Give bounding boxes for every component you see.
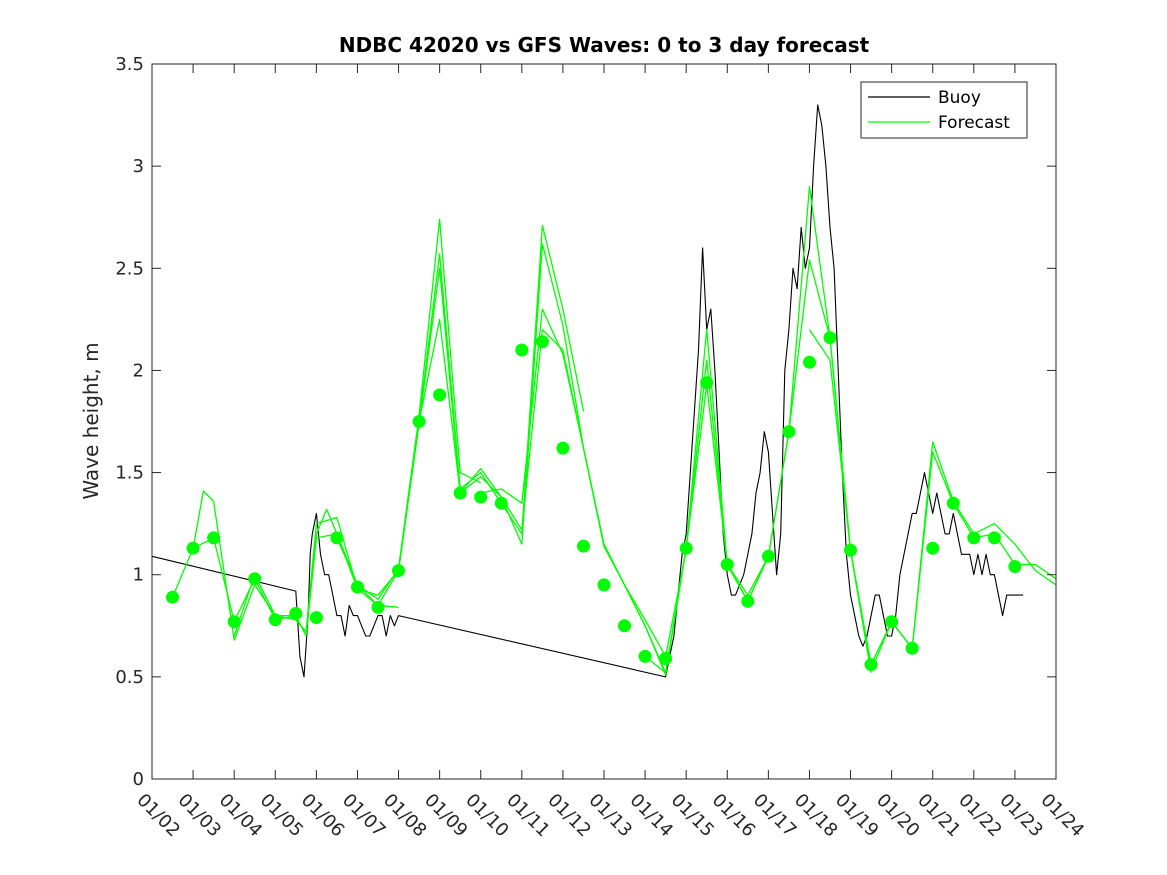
forecast-marker [494, 496, 508, 510]
marker-layer [166, 331, 1022, 672]
forecast-marker [186, 541, 200, 555]
forecast-marker [1008, 560, 1022, 573]
forecast-marker [926, 541, 940, 555]
forecast-marker [412, 415, 426, 428]
y-tick-label: 1.5 [115, 463, 144, 484]
forecast-marker [515, 343, 529, 357]
forecast-marker [885, 615, 899, 629]
forecast-marker [823, 331, 837, 345]
y-axis-label: Wave height, m [79, 342, 103, 499]
y-tick-label: 2 [133, 360, 144, 381]
y-tick-label: 3.5 [115, 54, 144, 75]
forecast-marker [618, 619, 631, 633]
y-tick-label: 0 [133, 769, 144, 790]
forecast-marker [638, 649, 652, 663]
y-tick-label: 3 [133, 156, 144, 177]
forecast-marker [782, 425, 796, 439]
y-tick-group: 0 0.5 1 1.5 2 2.5 3 3.5 [115, 54, 1056, 790]
forecast-marker [392, 564, 405, 578]
forecast-marker [207, 531, 221, 545]
forecast-marker [371, 600, 385, 614]
forecast-marker [433, 388, 447, 402]
forecast-marker [659, 652, 673, 665]
forecast-marker [556, 441, 570, 455]
forecast-marker [720, 558, 734, 571]
forecast-marker [844, 543, 857, 557]
plot-area [152, 64, 1056, 779]
legend: Buoy Forecast [860, 81, 1028, 139]
forecast-marker [351, 580, 364, 594]
forecast-marker [987, 531, 1001, 545]
forecast-marker [597, 578, 611, 592]
legend-forecast-label: Forecast [938, 113, 1010, 133]
buoy-series-line [151, 104, 1024, 678]
y-tick-label: 2.5 [115, 258, 144, 279]
forecast-marker [166, 590, 179, 604]
forecast-marker [967, 531, 981, 545]
forecast-marker [453, 486, 467, 500]
forecast-marker [227, 615, 241, 629]
y-tick-label: 0.5 [115, 667, 144, 688]
forecast-marker [330, 531, 344, 545]
forecast-marker [474, 490, 488, 504]
forecast-marker [761, 549, 775, 563]
legend-box [860, 81, 1028, 139]
chart-title: NDBC 42020 vs GFS Waves: 0 to 3 day fore… [339, 33, 870, 57]
forecast-marker [700, 376, 714, 390]
legend-buoy-label: Buoy [938, 88, 981, 108]
forecast-marker [309, 611, 323, 625]
forecast-marker [803, 355, 816, 369]
forecast-marker [289, 607, 303, 620]
forecast-marker [268, 613, 282, 627]
forecast-marker [905, 641, 919, 655]
y-tick-label: 1 [133, 565, 144, 586]
forecast-marker [741, 594, 755, 608]
forecast-marker [577, 539, 590, 553]
forecast-marker [535, 335, 549, 349]
forecast-marker [679, 541, 693, 555]
forecast-marker [864, 658, 878, 672]
forecast-marker [946, 496, 960, 510]
forecast-marker [248, 572, 262, 586]
